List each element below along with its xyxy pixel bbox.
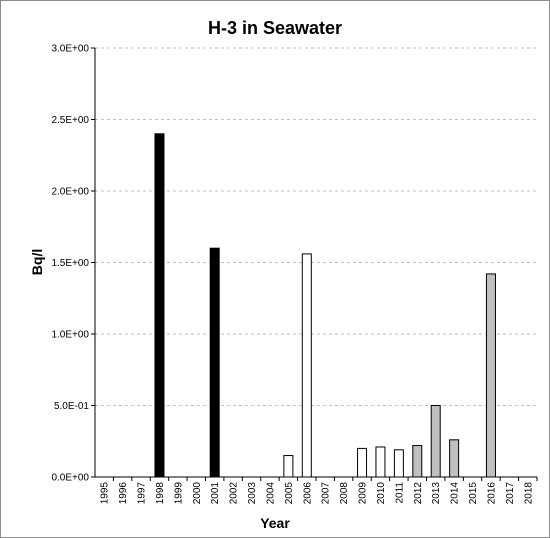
y-tick-label: 5.0E-01	[54, 401, 89, 412]
bar	[393, 449, 404, 478]
x-tick-label: 2002	[229, 482, 240, 505]
x-tick-label: 2013	[431, 482, 442, 505]
x-tick-label: 1997	[137, 482, 148, 505]
x-tick-label: 2008	[339, 482, 350, 505]
bar	[412, 445, 423, 478]
y-axis-title: Bq/l	[29, 249, 45, 275]
x-tick-label: 2011	[394, 482, 405, 504]
x-tick-label: 2006	[302, 482, 313, 505]
x-tick-label: 2000	[192, 482, 203, 505]
x-tick-label: 2018	[523, 482, 534, 505]
y-tick-label: 1.0E+00	[51, 330, 89, 341]
y-tick-label: 2.0E+00	[51, 187, 89, 198]
x-tick-label: 2005	[284, 482, 295, 505]
chart-title: H-3 in Seawater	[208, 18, 342, 38]
bar	[375, 446, 386, 478]
x-tick-label: 2014	[450, 482, 461, 505]
x-tick-label: 2004	[265, 482, 276, 505]
bar	[485, 273, 496, 478]
x-tick-label: 1999	[173, 482, 184, 505]
bar	[301, 253, 312, 478]
bar	[430, 405, 441, 478]
x-tick-label: 2010	[376, 482, 387, 505]
bar	[154, 133, 165, 478]
x-tick-label: 2012	[413, 482, 424, 505]
x-tick-label: 1998	[155, 482, 166, 505]
x-tick-label: 2003	[247, 482, 258, 505]
x-tick-label: 2017	[505, 482, 516, 505]
x-tick-label: 2001	[210, 482, 221, 505]
bar	[283, 455, 294, 478]
bar	[357, 447, 368, 478]
bar	[209, 247, 220, 478]
x-tick-label: 2009	[358, 482, 369, 505]
y-tick-label: 2.5E+00	[51, 115, 89, 126]
x-tick-label: 2007	[321, 482, 332, 505]
bar	[449, 439, 460, 478]
x-tick-label: 1995	[100, 482, 111, 505]
x-axis-title: Year	[260, 515, 290, 531]
x-tick-label: 1996	[118, 482, 129, 505]
y-tick-label: 0.0E+00	[51, 473, 89, 484]
y-tick-label: 3.0E+00	[51, 44, 89, 55]
y-tick-label: 1.5E+00	[51, 258, 89, 269]
x-tick-label: 2016	[486, 482, 497, 505]
x-tick-label: 2015	[468, 482, 479, 505]
